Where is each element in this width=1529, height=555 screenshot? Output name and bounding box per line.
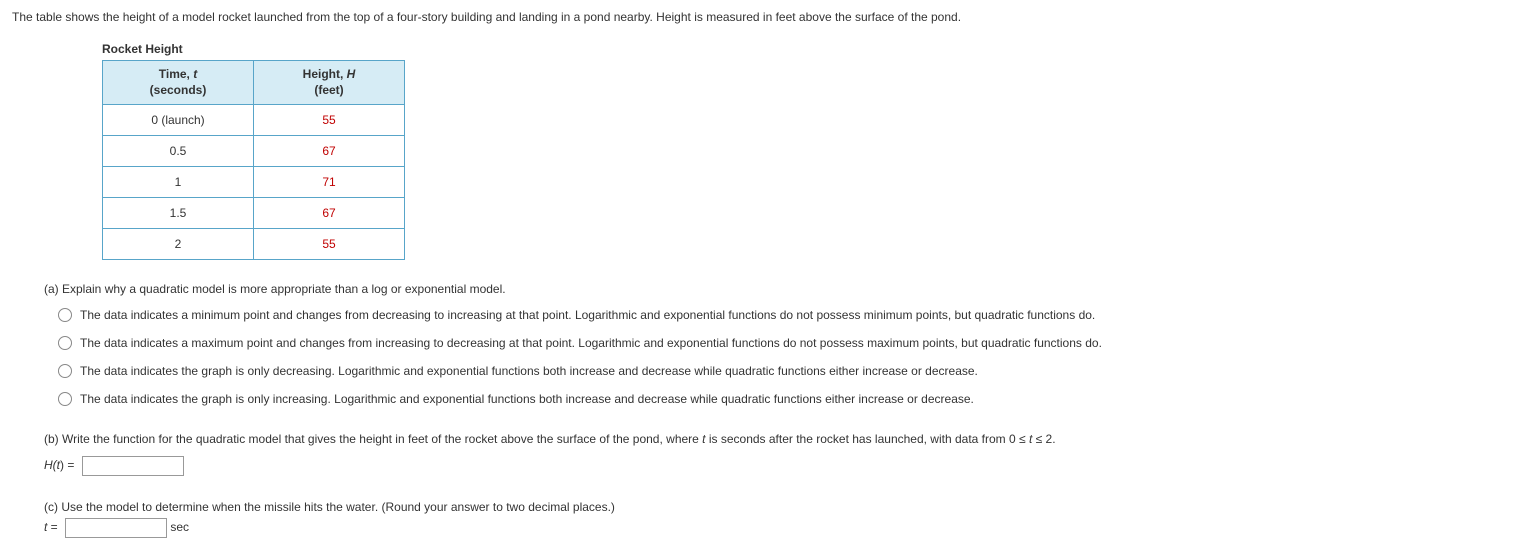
func-eq: ) = bbox=[60, 458, 74, 472]
option-row: The data indicates a maximum point and c… bbox=[58, 334, 1517, 352]
table-row: 1.5 67 bbox=[103, 198, 405, 229]
cell-time: 1 bbox=[103, 167, 254, 198]
option-text: The data indicates a maximum point and c… bbox=[80, 334, 1102, 352]
part-c-answer-row: t = sec bbox=[44, 518, 1517, 538]
ht-input[interactable] bbox=[82, 456, 184, 476]
part-c-prompt: (c) Use the model to determine when the … bbox=[44, 498, 1517, 516]
col-header-time: Time, t (seconds) bbox=[103, 61, 254, 105]
table-row: 1 71 bbox=[103, 167, 405, 198]
cell-height: 71 bbox=[254, 167, 405, 198]
part-a: (a) Explain why a quadratic model is mor… bbox=[44, 280, 1517, 408]
part-b-prompt: (b) Write the function for the quadratic… bbox=[44, 430, 1517, 448]
table-row: 0 (launch) 55 bbox=[103, 105, 405, 136]
rocket-height-table: Time, t (seconds) Height, H (feet) 0 (la… bbox=[102, 60, 405, 260]
part-a-prompt: (a) Explain why a quadratic model is mor… bbox=[44, 280, 1517, 298]
option-text: The data indicates the graph is only inc… bbox=[80, 390, 974, 408]
radio-option-2[interactable] bbox=[58, 336, 72, 350]
part-b-func-label: H(t bbox=[44, 458, 60, 472]
option-text: The data indicates the graph is only dec… bbox=[80, 362, 978, 380]
part-c-eq: = bbox=[47, 520, 57, 534]
table-row: 2 55 bbox=[103, 229, 405, 260]
option-row: The data indicates a minimum point and c… bbox=[58, 306, 1517, 324]
part-c-unit: sec bbox=[170, 520, 189, 534]
part-b-text-3: ≤ 2. bbox=[1032, 432, 1055, 446]
col-header-height-var: H bbox=[347, 67, 356, 81]
col-header-height-unit: (feet) bbox=[314, 83, 343, 97]
col-header-time-var: t bbox=[193, 67, 197, 81]
cell-height: 67 bbox=[254, 136, 405, 167]
t-input[interactable] bbox=[65, 518, 167, 538]
cell-time: 0 (launch) bbox=[103, 105, 254, 136]
col-header-time-label: Time, bbox=[159, 67, 190, 81]
table-row: 0.5 67 bbox=[103, 136, 405, 167]
part-b: (b) Write the function for the quadratic… bbox=[44, 430, 1517, 476]
part-c: (c) Use the model to determine when the … bbox=[44, 498, 1517, 538]
cell-height: 55 bbox=[254, 105, 405, 136]
cell-time: 0.5 bbox=[103, 136, 254, 167]
part-b-text-1: (b) Write the function for the quadratic… bbox=[44, 432, 702, 446]
rocket-height-table-region: Rocket Height Time, t (seconds) Height, … bbox=[102, 40, 1517, 260]
col-header-time-unit: (seconds) bbox=[150, 83, 207, 97]
col-header-height: Height, H (feet) bbox=[254, 61, 405, 105]
table-caption: Rocket Height bbox=[102, 40, 1517, 58]
part-a-options: The data indicates a minimum point and c… bbox=[58, 306, 1517, 408]
radio-option-3[interactable] bbox=[58, 364, 72, 378]
cell-time: 2 bbox=[103, 229, 254, 260]
option-row: The data indicates the graph is only inc… bbox=[58, 390, 1517, 408]
part-b-text-2: is seconds after the rocket has launched… bbox=[706, 432, 1029, 446]
part-b-answer-row: H(t) = bbox=[44, 456, 1517, 476]
problem-intro: The table shows the height of a model ro… bbox=[12, 8, 1517, 26]
radio-option-1[interactable] bbox=[58, 308, 72, 322]
cell-time: 1.5 bbox=[103, 198, 254, 229]
radio-option-4[interactable] bbox=[58, 392, 72, 406]
cell-height: 67 bbox=[254, 198, 405, 229]
option-text: The data indicates a minimum point and c… bbox=[80, 306, 1095, 324]
func-name: H bbox=[44, 458, 53, 472]
option-row: The data indicates the graph is only dec… bbox=[58, 362, 1517, 380]
cell-height: 55 bbox=[254, 229, 405, 260]
col-header-height-label: Height, bbox=[303, 67, 344, 81]
